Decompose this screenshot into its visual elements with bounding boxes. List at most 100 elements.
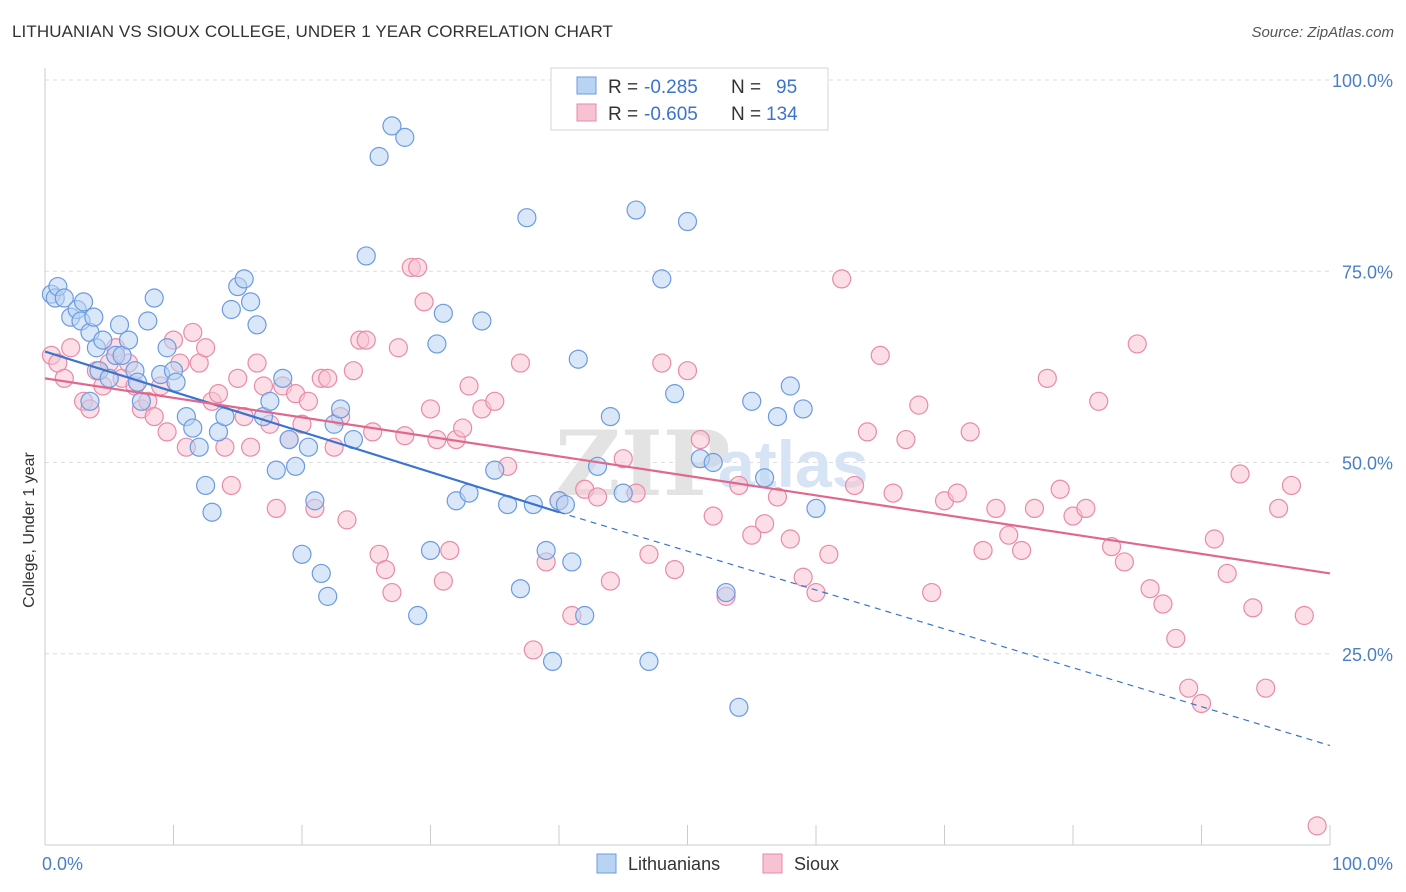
- legend-swatch-lithuanians: [596, 853, 617, 874]
- lithuanian-point-57: [395, 127, 415, 147]
- sioux-point-74: [587, 487, 608, 507]
- y-axis-label: College, Under 1 year: [21, 452, 38, 608]
- lithuanian-point-44: [279, 429, 299, 450]
- lithuanian-point-6: [73, 292, 94, 312]
- lithuanian-point-37: [234, 269, 254, 289]
- sioux-point-2: [54, 368, 74, 388]
- lithuanian-point-50: [318, 586, 338, 606]
- stats-n-value-1: 95: [776, 77, 797, 98]
- sioux-point-112: [1076, 498, 1096, 518]
- sioux-point-120: [1179, 678, 1199, 698]
- sioux-point-54: [395, 426, 415, 446]
- lithuanian-point-49: [311, 563, 331, 584]
- sioux-point-87: [754, 514, 775, 534]
- sioux-point-96: [870, 345, 890, 365]
- lithuanian-point-41: [260, 391, 280, 411]
- lithuanian-point-58: [408, 605, 428, 626]
- lithuanian-point-56: [382, 116, 402, 136]
- lithuanian-point-22: [138, 311, 158, 331]
- lithuanian-point-55: [369, 146, 389, 167]
- legend-label-lithuanians: Lithuanians: [628, 854, 720, 874]
- sioux-points: [41, 257, 1327, 836]
- sioux-point-92: [819, 544, 839, 564]
- lithuanian-point-59: [420, 540, 441, 561]
- y-tick-label-2: 75.0%: [1342, 262, 1393, 282]
- lithuanian-point-77: [587, 456, 608, 476]
- sioux-point-106: [999, 525, 1019, 545]
- sioux-point-21: [183, 322, 203, 343]
- sioux-point-90: [793, 567, 813, 587]
- sioux-point-86: [742, 525, 762, 545]
- lithuanian-point-18: [118, 330, 139, 350]
- lithuanian-point-46: [292, 544, 312, 564]
- sioux-point-109: [1037, 368, 1057, 388]
- sioux-point-115: [1114, 552, 1135, 572]
- lithuanian-point-35: [221, 299, 241, 320]
- sioux-point-69: [523, 640, 543, 660]
- lithuanian-point-82: [652, 269, 672, 289]
- lithuanian-point-9: [84, 307, 104, 327]
- lithuanian-point-65: [485, 460, 505, 480]
- stats-n-value-2: 134: [766, 104, 798, 125]
- sioux-point-126: [1256, 678, 1276, 698]
- lithuanian-point-73: [555, 494, 576, 515]
- tick-labels: 25.0% 50.0% 75.0% 100.0% 0.0% 100.0%: [42, 71, 1393, 874]
- sioux-point-123: [1217, 563, 1237, 584]
- stats-swatch-lithuanians: [576, 76, 597, 95]
- sioux-point-124: [1230, 464, 1250, 484]
- lithuanian-point-86: [703, 452, 723, 473]
- lithuanian-trend-extension: [558, 511, 1331, 747]
- legend: Lithuanians Sioux: [596, 853, 839, 874]
- sioux-point-42: [318, 368, 338, 388]
- sioux-point-60: [433, 571, 453, 591]
- lithuanian-point-84: [677, 211, 698, 232]
- sioux-point-34: [266, 498, 286, 518]
- x-tick-label-0: 0.0%: [42, 854, 83, 874]
- sioux-point-63: [453, 418, 473, 438]
- sioux-point-30: [241, 437, 261, 457]
- sioux-point-17: [157, 422, 177, 442]
- sioux-point-118: [1153, 594, 1173, 614]
- y-tick-label-3: 100.0%: [1332, 71, 1393, 91]
- legend-label-sioux: Sioux: [794, 854, 839, 874]
- lithuanian-point-70: [536, 540, 556, 561]
- lithuanian-point-81: [639, 651, 659, 672]
- sioux-point-117: [1140, 579, 1160, 599]
- stats-box: R = -0.285 N = 95 R = -0.605 N = 134: [550, 67, 829, 131]
- lithuanian-point-68: [517, 208, 537, 228]
- sioux-point-110: [1050, 479, 1070, 499]
- sioux-point-82: [690, 429, 710, 450]
- y-tick-label-1: 50.0%: [1342, 454, 1393, 474]
- sioux-point-88: [767, 487, 788, 507]
- lithuanian-point-60: [427, 334, 447, 354]
- source-credit: Source: ZipAtlas.com: [1251, 24, 1394, 41]
- sioux-point-100: [922, 582, 942, 603]
- sioux-point-3: [61, 338, 81, 358]
- chart-title: LITHUANIAN VS SIOUX COLLEGE, UNDER 1 YEA…: [12, 22, 614, 41]
- lithuanian-point-42: [266, 460, 286, 480]
- sioux-point-25: [208, 384, 229, 404]
- lithuanian-point-64: [472, 311, 492, 331]
- sioux-point-129: [1294, 605, 1314, 626]
- lithuanian-point-88: [729, 697, 749, 717]
- stats-n-label-2: N =: [731, 104, 761, 125]
- sioux-point-113: [1089, 391, 1109, 411]
- sioux-point-114: [1101, 537, 1122, 557]
- sioux-point-104: [973, 540, 993, 561]
- sioux-point-66: [485, 391, 505, 411]
- lithuanian-point-75: [568, 349, 588, 369]
- lithuanian-point-61: [433, 303, 453, 323]
- sioux-point-102: [947, 483, 967, 503]
- lithuanian-point-23: [144, 288, 164, 308]
- sioux-point-61: [440, 540, 460, 561]
- sioux-point-27: [221, 475, 241, 496]
- sioux-point-125: [1243, 598, 1263, 618]
- lithuanian-point-89: [742, 391, 762, 411]
- legend-swatch-sioux: [762, 853, 783, 874]
- sioux-point-46: [343, 361, 363, 381]
- sioux-point-28: [228, 368, 248, 388]
- lithuanian-trend-line: [44, 350, 560, 514]
- sioux-point-79: [652, 353, 672, 373]
- sioux-trend-line: [44, 377, 1331, 575]
